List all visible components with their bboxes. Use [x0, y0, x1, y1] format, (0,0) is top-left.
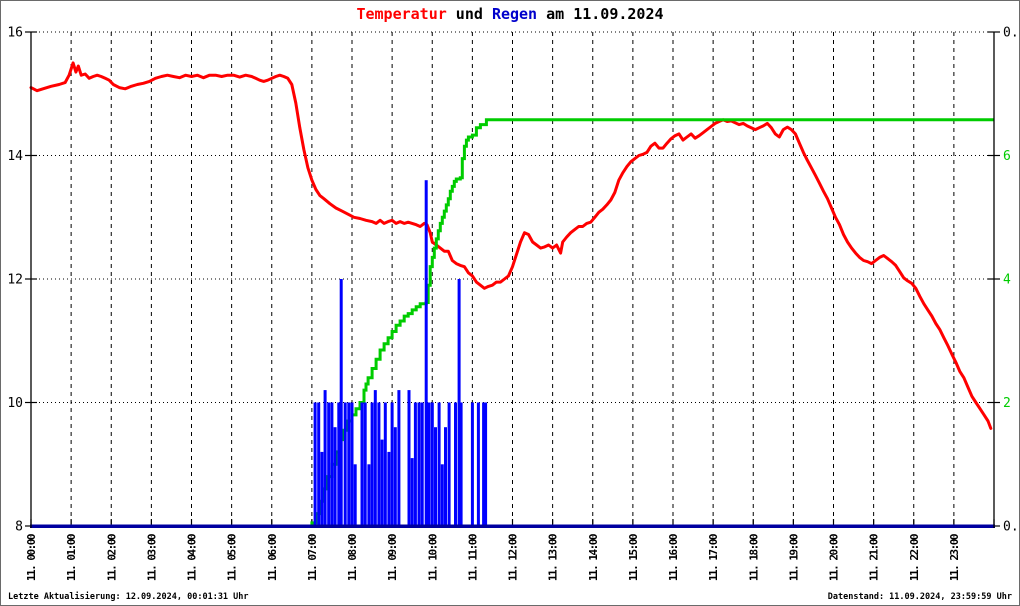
svg-text:11. 12:00: 11. 12:00 — [507, 534, 520, 581]
svg-text:0.0: 0.0 — [1003, 520, 1020, 535]
svg-text:11. 03:00: 11. 03:00 — [145, 534, 158, 581]
svg-text:11. 20:00: 11. 20:00 — [828, 534, 841, 581]
title-regen: Regen — [491, 5, 538, 23]
gridlines — [31, 31, 994, 526]
svg-text:11. 18:00: 11. 18:00 — [747, 534, 760, 581]
svg-text:2: 2 — [1003, 396, 1011, 411]
svg-text:8: 8 — [15, 520, 23, 535]
svg-text:11. 14:00: 11. 14:00 — [587, 534, 600, 581]
svg-text:11. 15:00: 11. 15:00 — [627, 534, 640, 581]
svg-text:11. 19:00: 11. 19:00 — [787, 534, 800, 581]
svg-text:11. 09:00: 11. 09:00 — [386, 534, 399, 581]
svg-text:11. 06:00: 11. 06:00 — [266, 534, 279, 581]
svg-text:11. 08:00: 11. 08:00 — [346, 534, 359, 581]
rain-bars — [313, 180, 488, 527]
svg-text:11. 05:00: 11. 05:00 — [226, 534, 239, 581]
axes — [30, 32, 995, 528]
chart-title: Temperatur und Regen am 11.09.2024 — [1, 5, 1019, 23]
svg-text:11. 17:00: 11. 17:00 — [707, 534, 720, 581]
title-temperatur: Temperatur — [356, 5, 447, 23]
svg-text:4: 4 — [1003, 273, 1011, 288]
y-axis-right-rain-rate-labels: 0.4 0.0 — [1003, 26, 1020, 535]
svg-text:11. 22:00: 11. 22:00 — [908, 534, 921, 581]
svg-text:11. 23:00: 11. 23:00 — [948, 534, 961, 581]
svg-text:11. 11:00: 11. 11:00 — [466, 534, 479, 581]
svg-text:11. 16:00: 11. 16:00 — [667, 534, 680, 581]
svg-text:14: 14 — [7, 149, 23, 164]
svg-text:11. 00:00: 11. 00:00 — [25, 534, 38, 581]
temperature-line — [29, 61, 993, 430]
svg-text:6: 6 — [1003, 149, 1011, 164]
svg-text:16: 16 — [7, 26, 23, 41]
x-axis-labels: 11. 00:00 11. 01:00 11. 02:00 11. 03:00 11. … — [25, 534, 961, 581]
y-axis-right-cumulative-labels: 6 4 2 — [1003, 149, 1011, 411]
svg-text:11. 01:00: 11. 01:00 — [65, 534, 78, 581]
svg-text:0.4: 0.4 — [1003, 26, 1020, 41]
svg-text:11. 02:00: 11. 02:00 — [105, 534, 118, 581]
svg-text:10: 10 — [7, 396, 23, 411]
rain-baseline — [30, 524, 995, 528]
svg-text:11. 07:00: 11. 07:00 — [306, 534, 319, 581]
svg-text:11. 04:00: 11. 04:00 — [186, 534, 199, 581]
footer-data-state: Datenstand: 11.09.2024, 23:59:59 Uhr — [827, 592, 1012, 602]
footer-last-update: Letzte Aktualisierung: 12.09.2024, 00:01… — [8, 592, 249, 602]
svg-text:11. 13:00: 11. 13:00 — [547, 534, 560, 581]
svg-text:11. 21:00: 11. 21:00 — [868, 534, 881, 581]
title-date: am 11.09.2024 — [537, 5, 664, 23]
title-und: und — [446, 5, 492, 23]
y-axis-left-labels: 16 14 12 10 8 — [7, 26, 23, 535]
svg-text:11. 10:00: 11. 10:00 — [426, 534, 439, 581]
svg-text:12: 12 — [7, 273, 23, 288]
